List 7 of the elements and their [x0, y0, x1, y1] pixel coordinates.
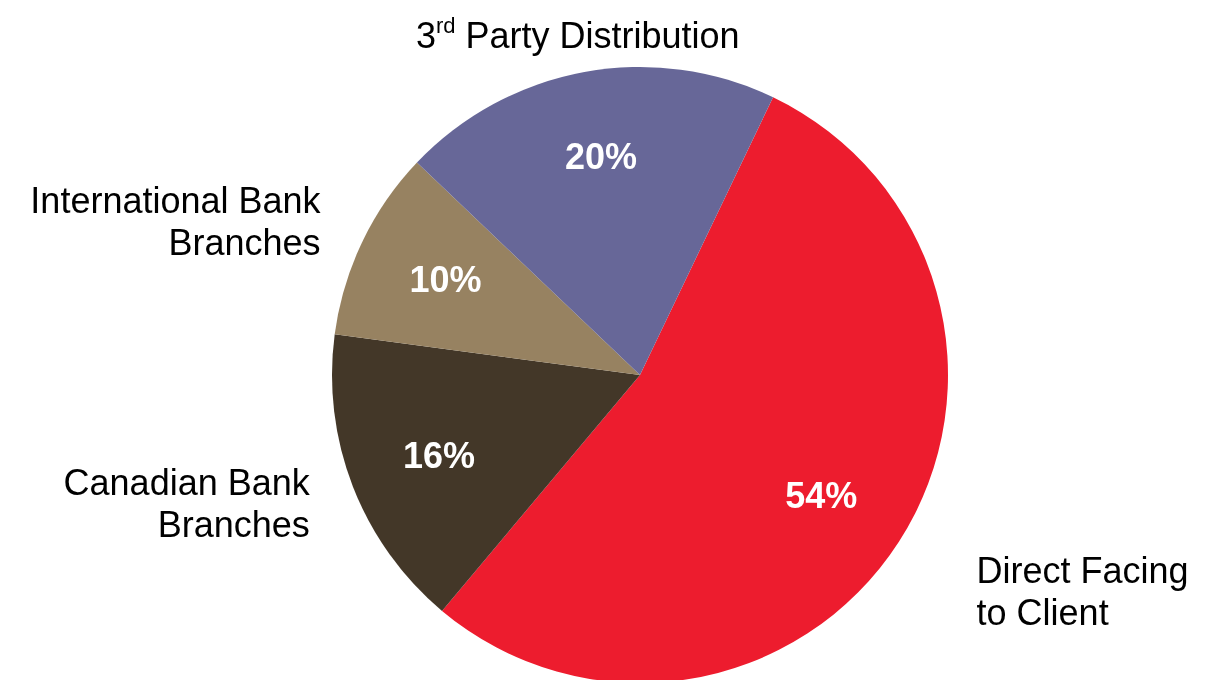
data-label: 20% [565, 136, 638, 178]
data-label: 10% [409, 258, 482, 300]
slice-label: Canadian Bank Branches [63, 461, 311, 545]
data-label: 54% [785, 474, 858, 516]
slice-label: International Bank Branches [30, 180, 322, 264]
slice-label: Direct Facing to Client [976, 550, 1189, 634]
data-label: 16% [402, 434, 476, 476]
